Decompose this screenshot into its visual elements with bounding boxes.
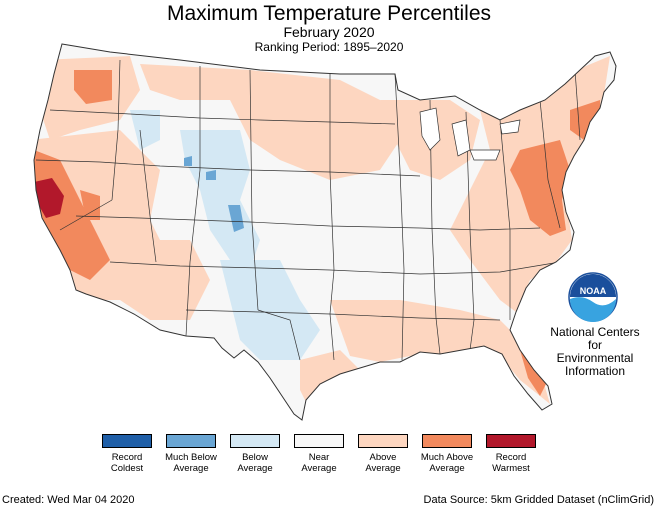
region-record-warmest-california — [34, 178, 64, 218]
region-much-above-average-nevada — [80, 190, 100, 220]
legend-label: Record Warmest — [492, 452, 530, 474]
legend-item-record-coldest: Record Coldest — [100, 434, 154, 474]
region-above-average-southwest — [120, 240, 210, 320]
region-much-above-average-washington — [74, 70, 112, 104]
legend-item-below-average: Below Average — [228, 434, 282, 474]
region-much-below-average-wyoming-2 — [206, 170, 216, 180]
legend-label: Much Above Average — [420, 452, 474, 474]
map-legend: Record Coldest Much Below Average Below … — [100, 434, 540, 494]
legend-swatch — [166, 434, 216, 448]
legend-item-above-average: Above Average — [356, 434, 410, 474]
legend-item-much-below-average: Much Below Average — [164, 434, 218, 474]
agency-name-line-1: National Centers for — [550, 325, 640, 352]
agency-name-line-2: Environmental — [556, 351, 634, 365]
created-date: Created: Wed Mar 04 2020 — [2, 494, 135, 506]
legend-item-near-average: Near Average — [292, 434, 346, 474]
region-below-average-idaho — [130, 110, 160, 150]
legend-swatch — [422, 434, 472, 448]
noaa-logo-icon: NOAA — [568, 272, 618, 322]
region-much-above-average-florida — [520, 350, 546, 396]
great-lakes — [419, 107, 521, 161]
legend-swatch — [102, 434, 152, 448]
agency-name: National Centers for Environmental Infor… — [545, 326, 645, 378]
state-borders — [35, 59, 581, 361]
ranking-period: Ranking Period: 1895–2020 — [254, 40, 404, 54]
legend-item-record-warmest: Record Warmest — [484, 434, 538, 474]
noaa-logo-text: NOAA — [580, 286, 607, 296]
legend-item-much-above-average: Much Above Average — [420, 434, 474, 474]
region-below-average-southern-plains — [220, 260, 320, 360]
legend-swatch — [230, 434, 280, 448]
legend-swatch — [294, 434, 344, 448]
map-subtitle: February 2020 — [283, 24, 375, 40]
data-source: Data Source: 5km Gridded Dataset (nClimG… — [423, 494, 654, 506]
region-much-below-average-colorado — [228, 205, 244, 232]
region-above-average-northern-plains — [140, 64, 400, 180]
region-much-below-average-wyoming — [184, 156, 192, 166]
legend-swatch — [486, 434, 536, 448]
legend-label: Much Below Average — [165, 452, 217, 474]
legend-label: Above Average — [365, 452, 401, 474]
legend-label: Record Coldest — [110, 452, 144, 474]
region-much-above-average-mid-atlantic — [510, 140, 570, 236]
legend-swatch — [358, 434, 408, 448]
agency-name-line-3: Information — [564, 364, 626, 378]
legend-label: Below Average — [237, 452, 273, 474]
map-title: Maximum Temperature Percentiles — [166, 2, 492, 25]
legend-label: Near Average — [301, 452, 337, 474]
